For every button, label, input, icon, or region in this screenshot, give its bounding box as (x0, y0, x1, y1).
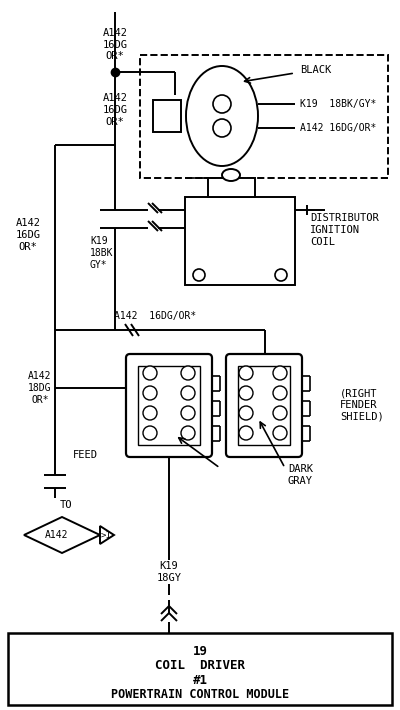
Bar (208, 178, 255, 197)
Text: DARK
GRAY: DARK GRAY (288, 464, 313, 486)
Text: K19  18BK/GY*: K19 18BK/GY* (300, 99, 376, 109)
Text: TO: TO (60, 500, 72, 510)
Circle shape (181, 426, 195, 440)
Circle shape (275, 269, 287, 281)
Text: COIL  DRIVER: COIL DRIVER (155, 659, 245, 672)
FancyBboxPatch shape (126, 354, 212, 457)
Bar (8, 633, 392, 705)
Circle shape (181, 406, 195, 420)
Circle shape (273, 386, 287, 400)
Circle shape (239, 366, 253, 380)
Circle shape (273, 406, 287, 420)
Text: K19
18GY: K19 18GY (156, 561, 182, 583)
Circle shape (273, 366, 287, 380)
Text: K19
18BK
GY*: K19 18BK GY* (90, 236, 114, 270)
Polygon shape (100, 526, 114, 544)
Ellipse shape (186, 66, 258, 166)
Circle shape (143, 426, 157, 440)
Circle shape (143, 366, 157, 380)
Text: A142
18DG
OR*: A142 18DG OR* (28, 371, 52, 405)
FancyBboxPatch shape (226, 354, 302, 457)
Text: FEED: FEED (73, 450, 98, 460)
Circle shape (239, 406, 253, 420)
Text: A142  16DG/OR*: A142 16DG/OR* (114, 311, 196, 321)
Text: POWERTRAIN CONTROL MODULE: POWERTRAIN CONTROL MODULE (111, 688, 289, 701)
Bar (185, 197, 295, 285)
Circle shape (143, 386, 157, 400)
Circle shape (181, 386, 195, 400)
Bar (238, 366, 290, 445)
Circle shape (193, 269, 205, 281)
Circle shape (239, 426, 253, 440)
Text: BLACK: BLACK (300, 65, 331, 75)
Circle shape (143, 406, 157, 420)
Text: A142 16DG/OR*: A142 16DG/OR* (300, 123, 376, 133)
Bar (153, 100, 181, 132)
Circle shape (213, 119, 231, 137)
Text: >1: >1 (101, 530, 111, 540)
Text: DISTRIBUTOR
IGNITION
COIL: DISTRIBUTOR IGNITION COIL (310, 214, 379, 246)
Polygon shape (24, 517, 100, 553)
Circle shape (273, 426, 287, 440)
Circle shape (239, 386, 253, 400)
Text: A142: A142 (45, 530, 69, 540)
Circle shape (181, 366, 195, 380)
Text: (RIGHT
FENDER
SHIELD): (RIGHT FENDER SHIELD) (340, 388, 384, 422)
Text: #1: #1 (192, 674, 208, 687)
Text: 19: 19 (192, 645, 208, 658)
Text: A142
16DG
OR*: A142 16DG OR* (102, 94, 128, 126)
Bar (138, 366, 200, 445)
Text: A142
16DG
OR*: A142 16DG OR* (102, 28, 128, 61)
Ellipse shape (222, 169, 240, 181)
Bar (140, 55, 388, 178)
Text: A142
16DG
OR*: A142 16DG OR* (16, 219, 40, 251)
Circle shape (213, 95, 231, 113)
